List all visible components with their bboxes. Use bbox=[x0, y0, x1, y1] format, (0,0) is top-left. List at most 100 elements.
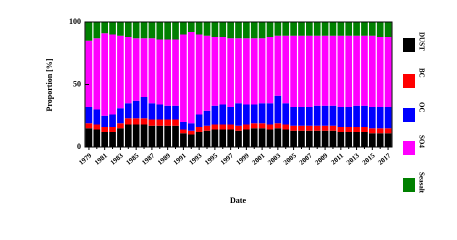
y-tick-label: 100 bbox=[69, 17, 81, 26]
bar-segment bbox=[298, 125, 305, 131]
bar-segment bbox=[164, 105, 171, 120]
bar-segment bbox=[258, 38, 266, 104]
bar-segment bbox=[148, 119, 156, 126]
bar-segment bbox=[195, 127, 203, 132]
bar-segment bbox=[345, 35, 353, 107]
bar-segment bbox=[361, 22, 368, 36]
bar-segment bbox=[109, 22, 116, 35]
bar-segment bbox=[117, 108, 124, 124]
bar-segment bbox=[172, 105, 179, 120]
x-tick-label: 2017 bbox=[377, 151, 393, 166]
bar-segment bbox=[258, 22, 266, 39]
bar-segment bbox=[227, 107, 234, 125]
bar-segment bbox=[124, 22, 132, 37]
bar-segment bbox=[306, 107, 313, 126]
y-tick-label: 50 bbox=[73, 79, 81, 88]
bar-segment bbox=[93, 22, 101, 39]
bar-segment bbox=[250, 38, 258, 105]
bar-segment bbox=[243, 129, 250, 147]
bar-segment bbox=[290, 125, 297, 131]
bar-segment bbox=[368, 133, 376, 147]
bar-segment bbox=[109, 132, 116, 147]
legend-swatch bbox=[403, 74, 415, 88]
x-tick-label: 1999 bbox=[235, 151, 251, 166]
bar-segment bbox=[321, 35, 329, 106]
bar-segment bbox=[172, 119, 179, 126]
bar-segment bbox=[93, 124, 101, 130]
bar-segment bbox=[117, 22, 124, 36]
bar-segment bbox=[180, 133, 187, 147]
bar-segment bbox=[156, 39, 164, 105]
bar-segment bbox=[180, 34, 187, 122]
bar-segment bbox=[101, 115, 109, 127]
x-tick-label: 1987 bbox=[140, 151, 156, 166]
bar-segment bbox=[321, 22, 329, 36]
bar-segment bbox=[132, 38, 140, 101]
bar-segment bbox=[219, 129, 227, 147]
bar-segment bbox=[211, 129, 219, 147]
bar-segment bbox=[274, 35, 282, 96]
bar-segment bbox=[290, 22, 297, 36]
bar-segment bbox=[337, 35, 345, 107]
x-tick-label: 2005 bbox=[282, 151, 298, 166]
bar-segment bbox=[243, 104, 250, 125]
bar-segment bbox=[235, 38, 242, 104]
x-tick-label: 1983 bbox=[109, 151, 125, 166]
bar-segment bbox=[164, 22, 171, 40]
bar-segment bbox=[282, 22, 290, 36]
bar-segment bbox=[180, 122, 187, 130]
bar-segment bbox=[180, 22, 187, 35]
bar-segment bbox=[337, 107, 345, 127]
bar-segment bbox=[282, 124, 290, 130]
bar-segment bbox=[368, 22, 376, 36]
bar-segment bbox=[164, 39, 171, 106]
bar-segment bbox=[258, 103, 266, 124]
bar-segment bbox=[274, 22, 282, 36]
bar-segment bbox=[156, 104, 164, 120]
bar-segment bbox=[361, 35, 368, 106]
bar-segment bbox=[195, 34, 203, 115]
bar-segment bbox=[266, 22, 274, 37]
bar-segment bbox=[195, 114, 203, 127]
bar-segment bbox=[337, 22, 345, 36]
x-tick-label: 2009 bbox=[314, 151, 330, 166]
bar-segment bbox=[172, 125, 179, 147]
x-tick-label: 1979 bbox=[77, 151, 93, 166]
bar-segment bbox=[274, 128, 282, 147]
bar-segment bbox=[258, 128, 266, 147]
bar-segment bbox=[85, 22, 93, 41]
bar-segment bbox=[93, 129, 101, 147]
bar-segment bbox=[140, 118, 148, 125]
bar-segment bbox=[306, 130, 313, 147]
bar-segment bbox=[211, 22, 219, 37]
bar-segment bbox=[164, 125, 171, 147]
bar-segment bbox=[132, 22, 140, 39]
bar-segment bbox=[353, 22, 360, 36]
bar-segment bbox=[148, 38, 156, 104]
y-tick-label: 0 bbox=[77, 142, 81, 151]
x-tick-label: 1995 bbox=[203, 151, 219, 166]
bar-segment bbox=[85, 40, 93, 107]
bar-segment bbox=[361, 132, 368, 147]
bar-segment bbox=[313, 22, 321, 36]
x-tick-label: 2007 bbox=[298, 151, 314, 166]
bar-segment bbox=[195, 132, 203, 147]
bar-segment bbox=[227, 22, 234, 39]
bar-segment bbox=[266, 37, 274, 104]
x-tick-label: 1997 bbox=[219, 151, 235, 166]
bar-segment bbox=[250, 104, 258, 124]
bar-segment bbox=[266, 129, 274, 147]
bar-segment bbox=[235, 22, 242, 39]
bar-segment bbox=[132, 124, 140, 147]
x-tick-label: 2003 bbox=[266, 151, 282, 166]
bar-segment bbox=[187, 22, 195, 32]
bar-segment bbox=[329, 125, 337, 131]
bar-segment bbox=[361, 127, 368, 132]
bar-segment bbox=[243, 38, 250, 105]
bar-segment bbox=[368, 128, 376, 134]
legend-swatch bbox=[403, 178, 415, 192]
bar-segment bbox=[219, 124, 227, 130]
bar-segment bbox=[313, 130, 321, 147]
legend-label: DUST bbox=[417, 32, 425, 51]
bar-segment bbox=[313, 105, 321, 126]
